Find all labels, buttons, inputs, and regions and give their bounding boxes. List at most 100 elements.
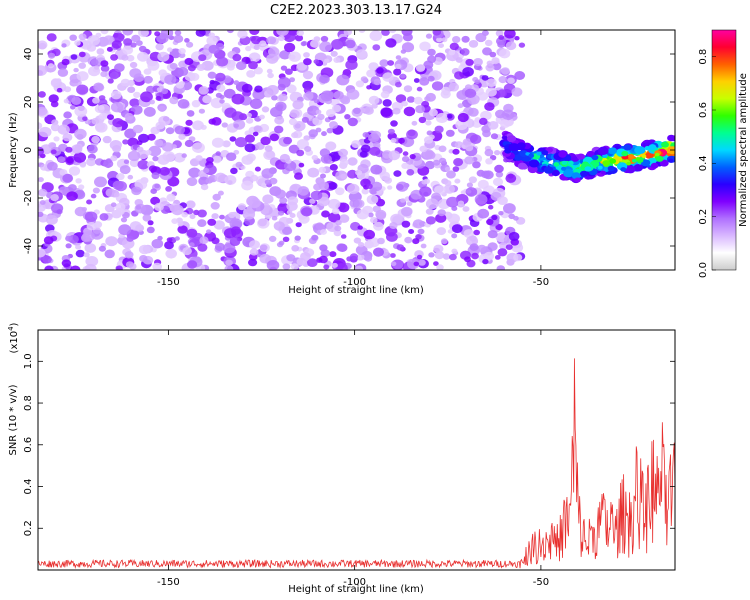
heatmap-cell bbox=[249, 240, 260, 250]
heatmap-cell bbox=[368, 133, 380, 143]
heatmap-cell bbox=[477, 208, 490, 219]
heatmap-cell bbox=[156, 87, 163, 92]
heatmap-cell bbox=[274, 125, 284, 134]
heatmap-cell bbox=[137, 159, 149, 170]
heatmap-cell bbox=[173, 34, 184, 44]
heatmap-cell bbox=[83, 252, 90, 258]
heatmap-cell bbox=[379, 59, 389, 67]
heatmap-cell bbox=[253, 67, 263, 75]
heatmap-cell bbox=[313, 59, 320, 64]
heatmap-cell bbox=[508, 143, 520, 152]
heatmap-cell bbox=[491, 57, 500, 65]
heatmap-cell bbox=[331, 39, 344, 50]
heatmap-cell bbox=[285, 68, 293, 75]
heatmap-cell bbox=[131, 34, 141, 43]
heatmap-cell bbox=[396, 183, 404, 191]
heatmap-cell bbox=[62, 133, 73, 142]
heatmap-cell bbox=[377, 237, 385, 245]
heatmap-cell bbox=[235, 61, 247, 71]
heatmap-cell bbox=[191, 142, 205, 154]
heatmap-cell bbox=[464, 156, 475, 165]
heatmap-cell bbox=[498, 76, 508, 84]
heatmap-cell bbox=[491, 214, 498, 221]
heatmap-cell bbox=[576, 153, 586, 160]
heatmap-cell bbox=[100, 30, 109, 35]
heatmap-cell bbox=[112, 32, 125, 43]
heatmap-cell bbox=[465, 144, 474, 152]
snr-panel: -150 -100 -50 0.2 0.4 0.6 0.8 1.0 Height of st… bbox=[7, 322, 676, 595]
heatmap-cell bbox=[234, 137, 248, 148]
heatmap-cell bbox=[655, 155, 664, 162]
heatmap-cell bbox=[44, 265, 54, 270]
heatmap-cell bbox=[335, 263, 348, 270]
spectrogram-x-axis-label: Height of straight line (km) bbox=[288, 285, 424, 296]
heatmap-cell bbox=[475, 32, 487, 43]
heatmap-cell bbox=[464, 88, 477, 99]
heatmap-cell bbox=[273, 221, 285, 231]
heatmap-cell bbox=[78, 62, 86, 69]
heatmap-cell bbox=[294, 172, 303, 180]
heatmap-cell bbox=[87, 144, 98, 154]
heatmap-cell bbox=[142, 214, 152, 222]
heatmap-cell bbox=[571, 172, 581, 180]
spectrogram-x-tick-label: -150 bbox=[157, 277, 180, 288]
heatmap-cell bbox=[129, 221, 142, 231]
heatmap-cell bbox=[466, 182, 473, 188]
heatmap-cell bbox=[433, 244, 444, 253]
heatmap-cell bbox=[226, 63, 235, 71]
heatmap-cell bbox=[215, 151, 221, 156]
heatmap-cell bbox=[92, 97, 100, 104]
heatmap-cell bbox=[184, 139, 194, 148]
heatmap-cell bbox=[446, 196, 459, 208]
heatmap-cell bbox=[38, 203, 46, 212]
heatmap-cell bbox=[126, 54, 135, 62]
heatmap-cell bbox=[138, 244, 151, 255]
heatmap-cell bbox=[417, 228, 425, 235]
heatmap-cell bbox=[147, 220, 154, 226]
heatmap-cell bbox=[217, 190, 224, 196]
snr-x-tick-label: -100 bbox=[343, 577, 366, 588]
heatmap-cell bbox=[436, 227, 447, 236]
heatmap-cell bbox=[301, 207, 313, 217]
heatmap-cell bbox=[96, 48, 105, 55]
heatmap-cell bbox=[296, 30, 304, 37]
heatmap-cell bbox=[87, 35, 101, 46]
heatmap-cell bbox=[497, 248, 508, 257]
heatmap-cell bbox=[202, 95, 213, 104]
heatmap-cell bbox=[266, 85, 279, 96]
heatmap-cell bbox=[382, 72, 394, 82]
heatmap-cell bbox=[370, 216, 378, 224]
heatmap-cell bbox=[122, 30, 133, 36]
heatmap-cell bbox=[387, 185, 393, 190]
heatmap-cell bbox=[473, 229, 481, 236]
heatmap-cell bbox=[387, 60, 395, 66]
heatmap-cell bbox=[561, 166, 567, 171]
heatmap-cell bbox=[174, 30, 182, 36]
heatmap-cell bbox=[310, 190, 323, 201]
heatmap-cell bbox=[448, 49, 456, 56]
colorbar-tick-label: 0.0 bbox=[698, 262, 709, 278]
heatmap-cell bbox=[271, 95, 278, 101]
heatmap-cell bbox=[104, 249, 115, 259]
snr-series-line bbox=[38, 358, 675, 569]
heatmap-cell bbox=[178, 52, 186, 59]
heatmap-cell bbox=[470, 134, 482, 144]
heatmap-cell bbox=[320, 173, 326, 179]
heatmap-cell bbox=[147, 60, 160, 71]
heatmap-cell bbox=[641, 154, 647, 159]
heatmap-cell bbox=[116, 173, 125, 181]
heatmap-cell bbox=[543, 166, 554, 174]
heatmap-cell bbox=[123, 38, 133, 46]
heatmap-cell bbox=[57, 68, 69, 77]
colorbar-tick-label: 0.6 bbox=[698, 102, 709, 118]
colorbar-ticks: 0.0 0.2 0.4 0.6 0.8 bbox=[698, 49, 716, 278]
heatmap-cell bbox=[434, 125, 444, 134]
heatmap-cell bbox=[563, 169, 574, 178]
heatmap-cell bbox=[192, 120, 204, 131]
heatmap-cell bbox=[363, 229, 376, 240]
heatmap-cell bbox=[129, 68, 142, 79]
heatmap-cell bbox=[202, 167, 210, 174]
heatmap-cell bbox=[208, 32, 215, 38]
heatmap-cell bbox=[286, 254, 296, 262]
heatmap-cell bbox=[318, 166, 327, 173]
